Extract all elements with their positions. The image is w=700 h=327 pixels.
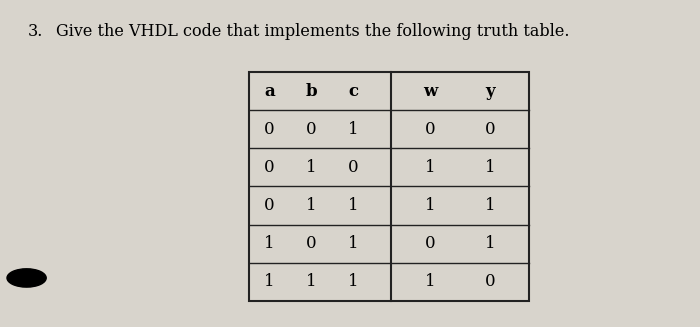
Text: 1: 1 xyxy=(348,197,359,214)
Text: 1: 1 xyxy=(425,273,436,290)
Text: 1: 1 xyxy=(484,197,496,214)
Text: Give the VHDL code that implements the following truth table.: Give the VHDL code that implements the f… xyxy=(56,23,570,40)
Text: c: c xyxy=(349,82,358,99)
Text: 1: 1 xyxy=(306,273,317,290)
Text: 1: 1 xyxy=(348,273,359,290)
Text: y: y xyxy=(485,82,495,99)
Text: 0: 0 xyxy=(425,121,436,138)
Text: w: w xyxy=(424,82,438,99)
Text: 1: 1 xyxy=(306,159,317,176)
Text: 1: 1 xyxy=(484,159,496,176)
Text: 0: 0 xyxy=(484,121,496,138)
Text: 1: 1 xyxy=(264,273,275,290)
Circle shape xyxy=(7,269,46,287)
Text: 0: 0 xyxy=(348,159,359,176)
Text: a: a xyxy=(264,82,275,99)
Text: 0: 0 xyxy=(306,121,317,138)
Text: 0: 0 xyxy=(264,159,275,176)
Text: 1: 1 xyxy=(348,121,359,138)
Text: 0: 0 xyxy=(264,121,275,138)
Text: 1: 1 xyxy=(425,159,436,176)
Text: 3.: 3. xyxy=(28,23,43,40)
Text: 1: 1 xyxy=(264,235,275,252)
Text: 1: 1 xyxy=(348,235,359,252)
Text: 1: 1 xyxy=(484,235,496,252)
Text: 0: 0 xyxy=(425,235,436,252)
Text: 0: 0 xyxy=(264,197,275,214)
Text: b: b xyxy=(306,82,317,99)
Text: 0: 0 xyxy=(306,235,317,252)
Text: 1: 1 xyxy=(425,197,436,214)
Text: 0: 0 xyxy=(484,273,496,290)
Text: 1: 1 xyxy=(306,197,317,214)
Bar xyxy=(248,72,528,301)
